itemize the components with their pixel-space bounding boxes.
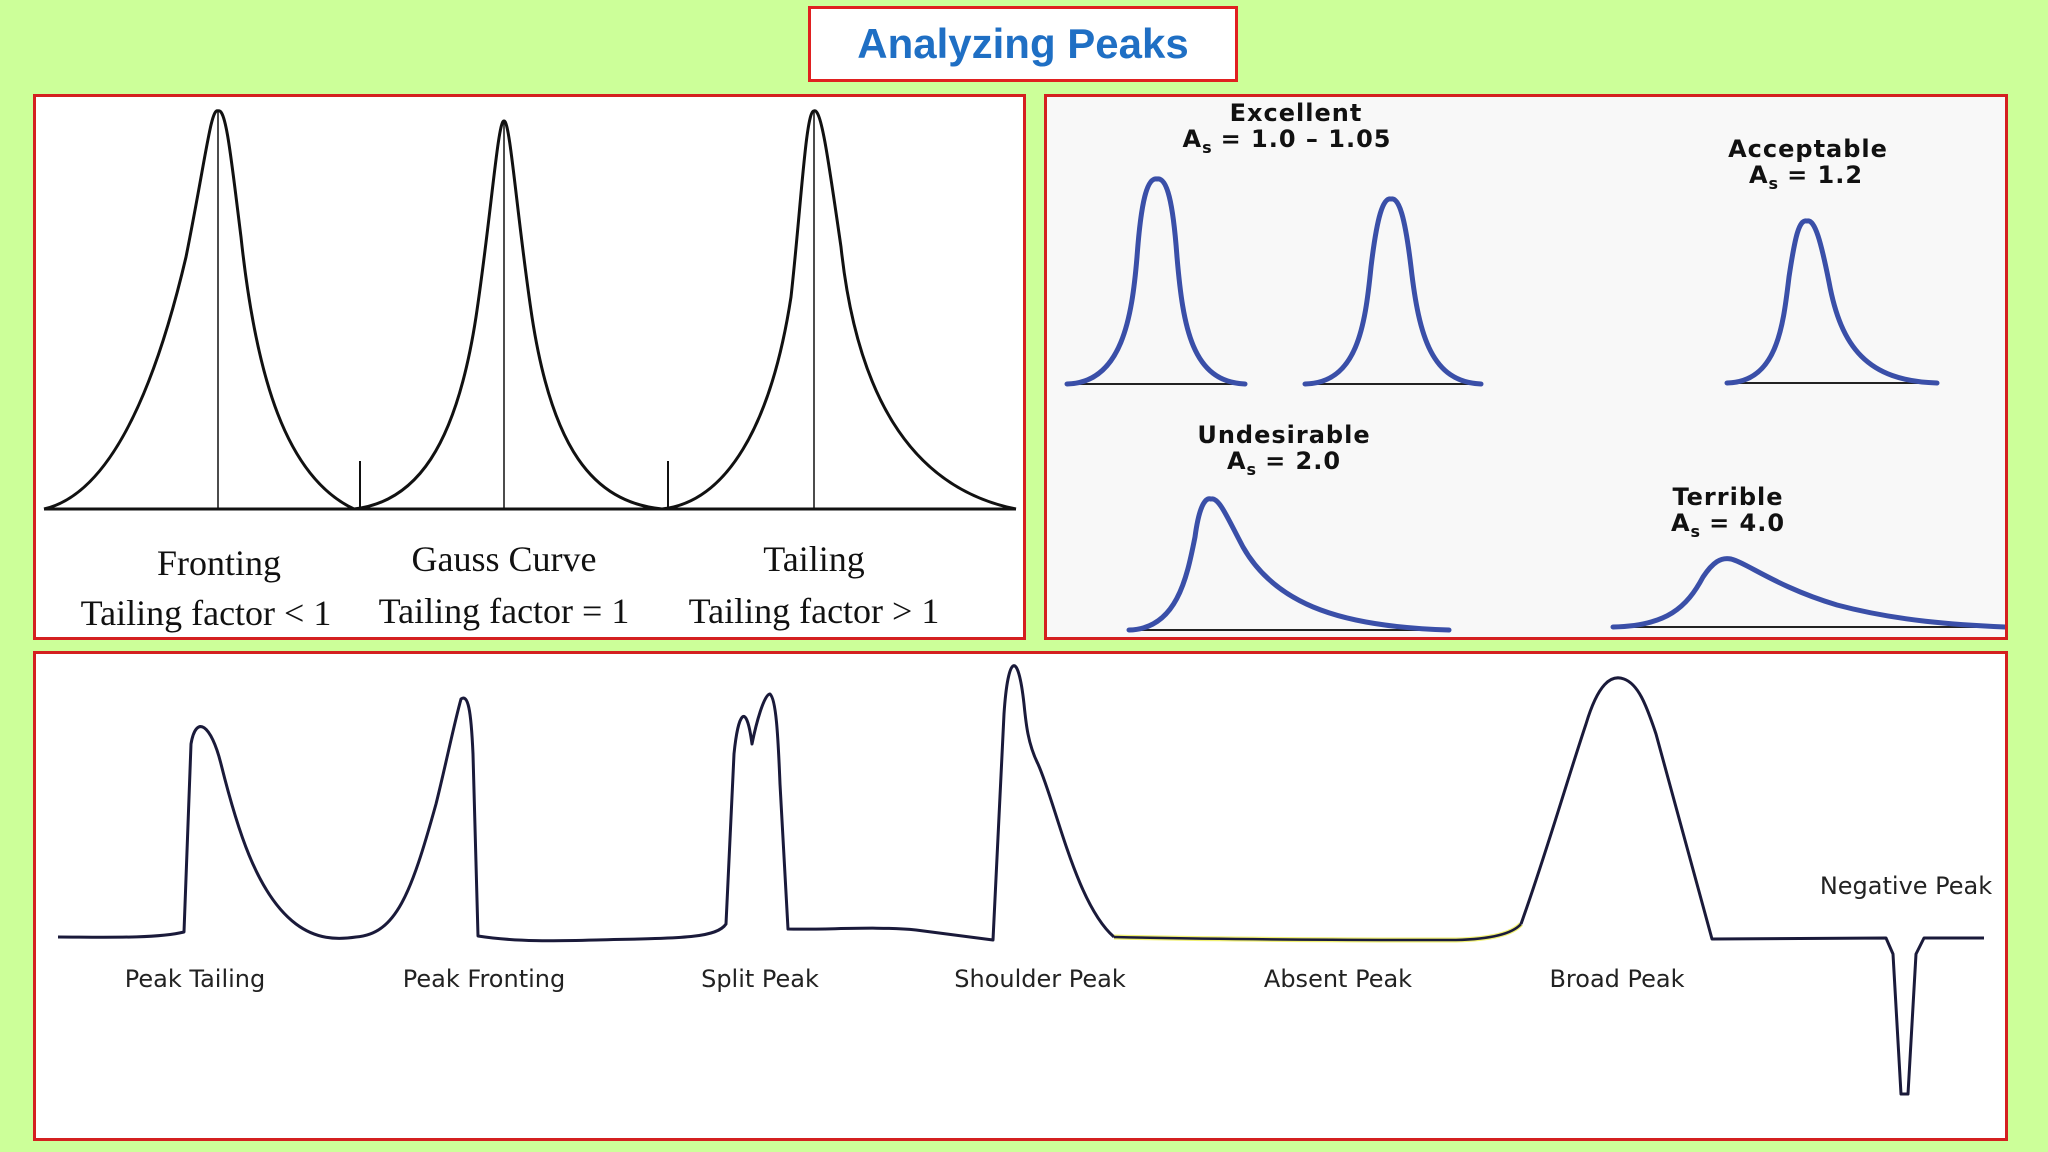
absent-peak-baseline	[1113, 923, 1522, 942]
asymmetry-panel: Excellent As = 1.0 – 1.05 Acceptable As = …	[1044, 94, 2008, 640]
excellent-rating: Excellent	[1230, 99, 1363, 127]
terrible-asymmetry: As = 4.0	[1671, 509, 1785, 541]
excellent-peak-1	[1064, 176, 1248, 387]
split-peak-label: Split Peak	[701, 965, 819, 993]
peak-problems-diagram: Peak Tailing Peak Fronting Split Peak Sh…	[57, 664, 1992, 1096]
acceptable-asymmetry: As = 1.2	[1749, 161, 1863, 193]
gauss-name: Gauss Curve	[412, 539, 597, 579]
negative-peak-label: Negative Peak	[1820, 872, 1992, 900]
asymmetry-diagram: Excellent As = 1.0 – 1.05 Acceptable As = …	[1064, 99, 2005, 633]
undesirable-rating: Undesirable	[1197, 421, 1370, 449]
excellent-peak-2	[1302, 196, 1484, 387]
acceptable-peak	[1724, 218, 1940, 386]
peak-tailing-label: Peak Tailing	[125, 965, 265, 993]
terrible-peak	[1610, 556, 2005, 630]
absent-peak-label: Absent Peak	[1264, 965, 1412, 993]
acceptable-rating: Acceptable	[1728, 135, 1888, 163]
terrible-rating: Terrible	[1672, 483, 1783, 511]
peak-problems-panel: Peak Tailing Peak Fronting Split Peak Sh…	[33, 651, 2008, 1141]
gauss-factor-label: Tailing factor = 1	[379, 591, 630, 631]
peak-fronting-label: Peak Fronting	[403, 965, 565, 993]
chromatogram-trace	[57, 664, 1115, 943]
undesirable-asymmetry: As = 2.0	[1227, 447, 1341, 479]
gauss-curve	[353, 119, 663, 511]
broad-peak-label: Broad Peak	[1549, 965, 1684, 993]
fronting-factor-label: Tailing factor < 1	[81, 593, 332, 633]
fronting-name: Fronting	[157, 543, 281, 583]
page-title: Analyzing Peaks	[857, 20, 1189, 67]
tailing-factor-panel: Fronting Tailing factor < 1 Gauss Curve …	[33, 94, 1026, 640]
tailing-curve	[661, 109, 1017, 511]
title-box: Analyzing Peaks	[808, 6, 1238, 82]
tailing-factor-diagram: Fronting Tailing factor < 1 Gauss Curve …	[43, 109, 1017, 633]
tailing-name: Tailing	[763, 539, 864, 579]
fronting-curve	[43, 109, 355, 511]
excellent-asymmetry: As = 1.0 – 1.05	[1182, 125, 1391, 157]
tailing-factor-label: Tailing factor > 1	[689, 591, 940, 631]
undesirable-peak	[1126, 496, 1452, 633]
broad-peak-trace	[1519, 676, 1984, 1096]
shoulder-peak-label: Shoulder Peak	[954, 965, 1126, 993]
